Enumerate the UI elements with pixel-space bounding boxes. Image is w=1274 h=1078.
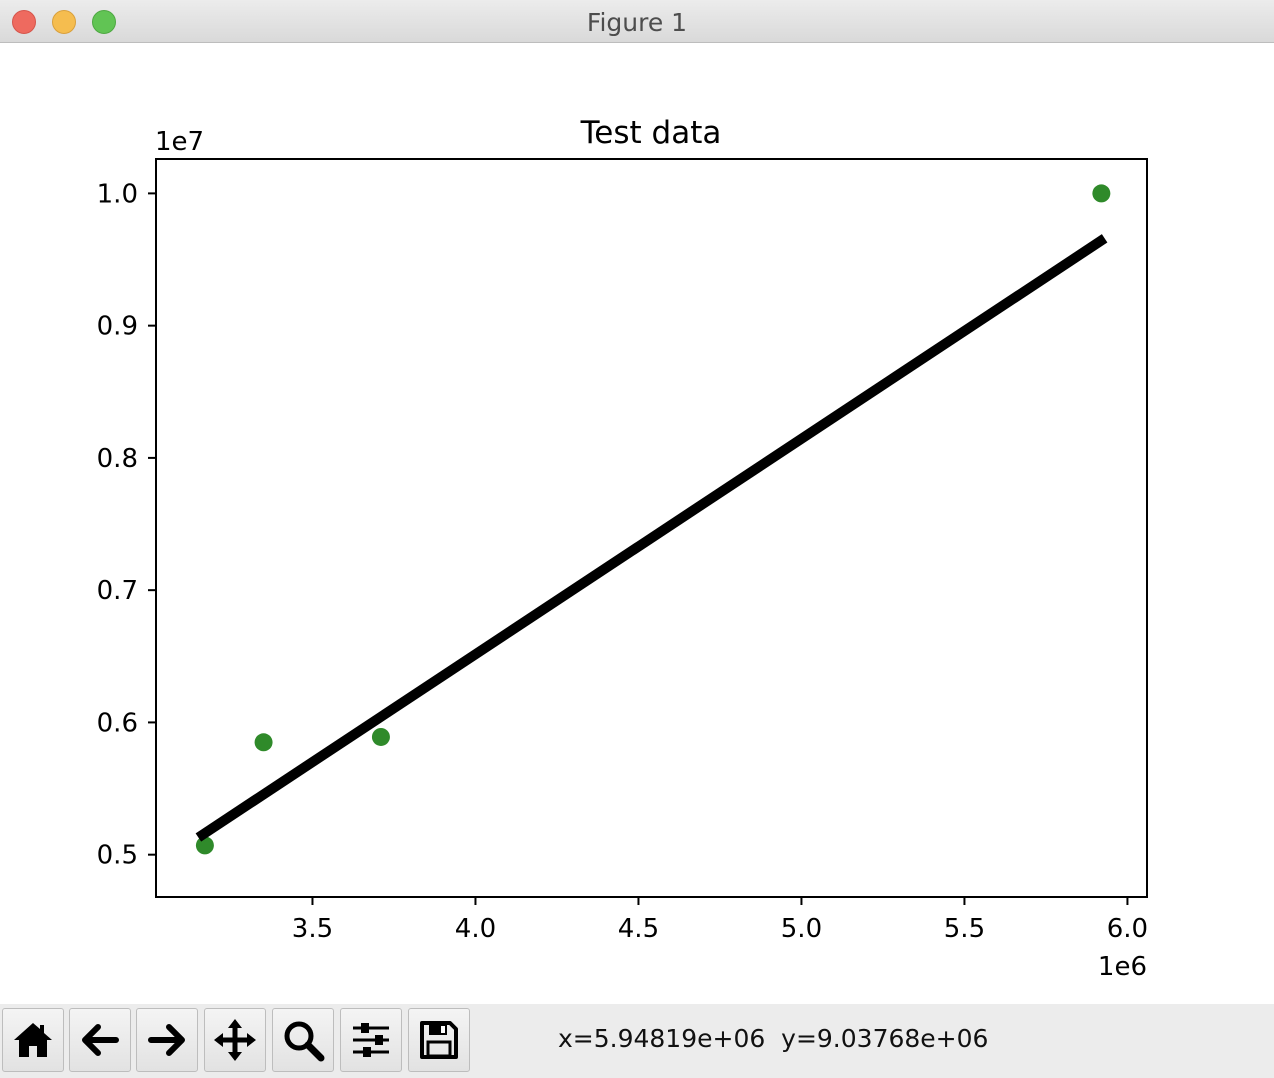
- y-tick-label: 0.9: [97, 312, 138, 342]
- y-offset-label: 1e7: [155, 127, 204, 157]
- figure-canvas[interactable]: Test data 1e7 1e6 3.5 4.0 4.5 5.0 5.5 6.0 0.5…: [0, 44, 1274, 1004]
- x-tick-label: 5.0: [781, 914, 822, 944]
- data-point: [371, 727, 390, 746]
- y-tick-label: 0.7: [97, 576, 138, 606]
- home-icon: [14, 1023, 52, 1057]
- arrow-left-icon: [82, 1024, 119, 1056]
- x-offset-label: 1e6: [1098, 952, 1147, 982]
- fit-line: [195, 234, 1108, 842]
- x-tick-label: 6.0: [1107, 914, 1148, 944]
- pan-button[interactable]: [204, 1008, 266, 1072]
- data-point: [254, 733, 273, 752]
- scatter-plot: Test data 1e7 1e6 3.5 4.0 4.5 5.0 5.5 6.0 0.5…: [97, 115, 1148, 982]
- minimize-window-button[interactable]: [52, 10, 76, 34]
- y-tick-label: 0.5: [97, 841, 138, 871]
- y-tick-label: 1.0: [97, 179, 138, 209]
- back-button[interactable]: [69, 1008, 131, 1072]
- configure-subplots-button[interactable]: [340, 1008, 402, 1072]
- y-tick-label: 0.6: [97, 708, 138, 738]
- sliders-icon: [353, 1023, 389, 1057]
- arrow-right-icon: [148, 1024, 185, 1056]
- x-tick-label: 4.0: [455, 914, 496, 944]
- home-button[interactable]: [2, 1008, 64, 1072]
- navigation-toolbar: [0, 1004, 1274, 1078]
- y-tick-label: 0.8: [97, 444, 138, 474]
- cursor-coordinates: x=5.94819e+06 y=9.03768e+06: [558, 1024, 989, 1053]
- data-point: [195, 836, 214, 855]
- x-axis: 3.5 4.0 4.5 5.0 5.5 6.0: [292, 897, 1148, 944]
- close-window-button[interactable]: [12, 10, 36, 34]
- floppy-disk-icon: [420, 1021, 458, 1059]
- window-title: Figure 1: [586, 8, 688, 37]
- x-tick-label: 3.5: [292, 914, 333, 944]
- x-tick-label: 5.5: [944, 914, 985, 944]
- chart-title: Test data: [580, 115, 722, 151]
- data-point: [1092, 184, 1111, 203]
- axes-frame: [155, 158, 1148, 898]
- x-tick-label: 4.5: [618, 914, 659, 944]
- forward-button[interactable]: [136, 1008, 198, 1072]
- data-series: [195, 184, 1111, 855]
- y-axis: 0.5 0.6 0.7 0.8 0.9 1.0: [97, 179, 156, 871]
- window-titlebar: Figure 1: [0, 0, 1274, 43]
- move-icon: [214, 1019, 256, 1061]
- magnifier-icon: [284, 1021, 325, 1062]
- zoom-button[interactable]: [272, 1008, 334, 1072]
- maximize-window-button[interactable]: [92, 10, 116, 34]
- save-button[interactable]: [408, 1008, 470, 1072]
